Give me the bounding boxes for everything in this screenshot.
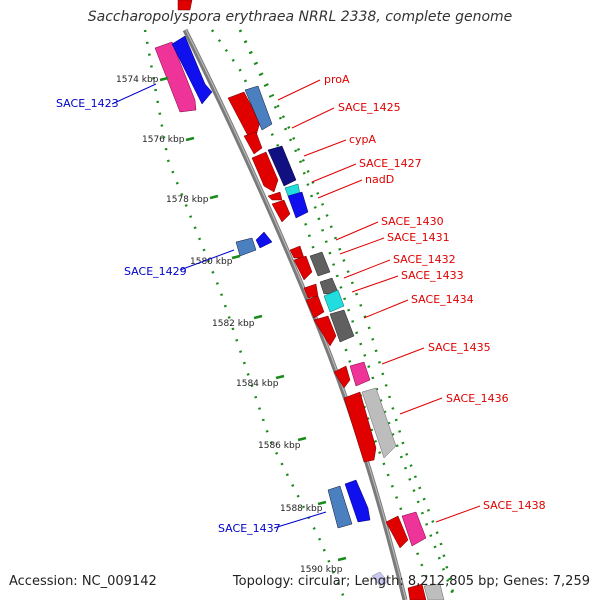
tick-label-1574: 1574 kbp <box>116 75 159 85</box>
gene-bottom-partial[interactable] <box>371 571 445 600</box>
gene-labels: proA SACE_1425 cypA SACE_1427 nadD SACE_… <box>56 73 546 535</box>
tick-marks <box>159 76 347 562</box>
label-sace-1438: SACE_1438 <box>483 499 546 512</box>
tick-label-1588: 1588 kbp <box>280 504 323 514</box>
label-sace-1436: SACE_1436 <box>446 392 509 405</box>
gene-sace-1423[interactable] <box>154 35 213 113</box>
gene-prpA-block[interactable] <box>227 85 273 155</box>
tick-label-1582: 1582 kbp <box>212 319 255 329</box>
gene-sace-1435-block[interactable] <box>333 361 371 389</box>
dotted-guides <box>143 29 457 600</box>
label-cypA: cypA <box>349 133 377 146</box>
label-sace-1437: SACE_1437 <box>218 522 281 535</box>
map-title: Saccharopolyspora erythraea NRRL 2338, c… <box>87 9 513 25</box>
tick-labels: 1574 kbp 1576 kbp 1578 kbp 1580 kbp 1582… <box>116 75 343 575</box>
label-nadD: nadD <box>365 173 394 186</box>
tick-label-1576: 1576 kbp <box>142 135 185 145</box>
genome-backbone-highlight <box>185 29 407 600</box>
gene-cypA-block[interactable] <box>251 145 309 223</box>
gene-sace-1436-block[interactable] <box>343 387 397 463</box>
tick-label-1584: 1584 kbp <box>236 379 279 389</box>
gene-sace-1429[interactable] <box>235 231 273 257</box>
gene-sace-1438-block[interactable] <box>385 511 427 549</box>
tick-label-1580: 1580 kbp <box>190 257 233 267</box>
label-leaders <box>111 79 481 529</box>
genome-summary-text: Topology: circular; Length: 8,212,805 bp… <box>232 574 590 589</box>
gene-sace-1432-block[interactable] <box>303 277 355 347</box>
outer-left-guide <box>143 29 347 600</box>
label-sace-1432: SACE_1432 <box>393 253 456 266</box>
tick-label-1590: 1590 kbp <box>300 565 343 575</box>
accession-text: Accession: NC_009142 <box>9 574 157 589</box>
label-sace-1435: SACE_1435 <box>428 341 491 354</box>
gene-sace-1437[interactable] <box>327 479 371 529</box>
tick-label-1578: 1578 kbp <box>166 195 209 205</box>
gene-top-partial[interactable] <box>177 0 193 11</box>
label-sace-1423: SACE_1423 <box>56 97 119 110</box>
gene-sace-1430-block[interactable] <box>289 245 331 281</box>
label-sace-1431: SACE_1431 <box>387 231 450 244</box>
inner-left-guide <box>210 29 437 600</box>
label-sace-1427: SACE_1427 <box>359 157 422 170</box>
label-sace-1433: SACE_1433 <box>401 269 464 282</box>
label-sace-1425: SACE_1425 <box>338 101 401 114</box>
label-sace-1430: SACE_1430 <box>381 215 444 228</box>
label-sace-1434: SACE_1434 <box>411 293 474 306</box>
label-sace-1429: SACE_1429 <box>124 265 187 278</box>
tick-label-1586: 1586 kbp <box>258 441 301 451</box>
label-proA: proA <box>324 73 350 86</box>
